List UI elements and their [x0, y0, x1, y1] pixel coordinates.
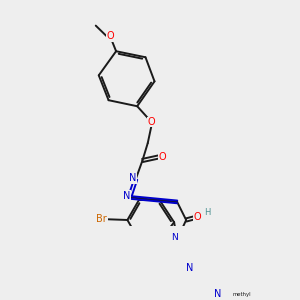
Text: N: N — [172, 233, 178, 242]
Text: O: O — [106, 31, 114, 41]
Text: O: O — [158, 152, 166, 162]
Text: N: N — [123, 190, 130, 201]
Text: N: N — [214, 289, 221, 298]
Text: O: O — [194, 212, 201, 222]
Text: Br: Br — [96, 214, 107, 224]
Text: methyl: methyl — [233, 292, 251, 297]
Text: H: H — [204, 208, 210, 217]
Text: N: N — [186, 263, 193, 273]
Text: N: N — [186, 263, 193, 273]
Text: O: O — [148, 117, 155, 127]
Text: N: N — [129, 173, 136, 183]
